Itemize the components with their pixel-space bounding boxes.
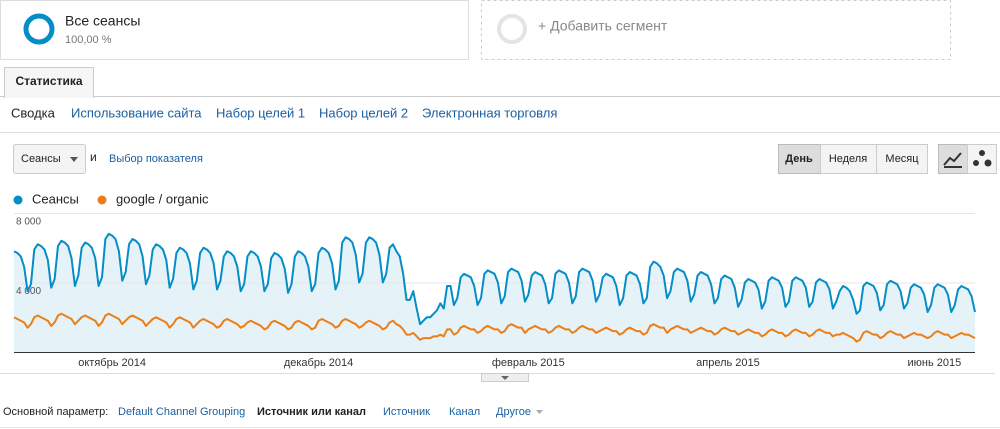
x-tick-label: июнь 2015 (908, 357, 962, 369)
segment-name: Все сеансы (65, 13, 140, 29)
dimension-label: Основной параметр: (3, 406, 108, 418)
add-segment-icon (497, 14, 527, 44)
dropdown-arrow (536, 410, 543, 414)
legend-marker (97, 195, 107, 205)
add-segment-card[interactable] (481, 0, 951, 60)
segment-value: 100,00 % (65, 34, 112, 46)
period-button-active[interactable] (778, 144, 821, 174)
subtab[interactable]: Использование сайта (71, 105, 202, 120)
choose-metric[interactable]: Выбор показателя (109, 153, 203, 165)
handle-arrow (501, 376, 509, 380)
legend-label: google / organic (116, 191, 209, 206)
chart: Сеансы google / organic 4 000 8 000 октябрь … (13, 191, 976, 369)
period-label: Месяц (885, 153, 919, 165)
tab-join (5, 95, 93, 98)
x-tick-label: октябрь 2014 (78, 357, 146, 369)
dimension-option[interactable]: Источник (383, 406, 430, 418)
subtab[interactable]: Набор целей 1 (216, 105, 305, 120)
tab-label[interactable]: Статистика (15, 74, 82, 88)
line-chart-button[interactable] (938, 144, 968, 174)
x-tick-label: декабрь 2014 (284, 357, 353, 369)
subtab[interactable]: Набор целей 2 (319, 105, 408, 120)
period-label: Неделя (829, 153, 867, 165)
x-tick-label: апрель 2015 (696, 357, 760, 369)
y-tick-label: 4 000 (16, 286, 41, 297)
series-line (13, 312, 976, 343)
x-tick-label: февраль 2015 (492, 357, 565, 369)
y-tick-label: 8 000 (16, 217, 41, 228)
tab[interactable] (4, 67, 94, 98)
dimension-option[interactable]: Канал (449, 406, 480, 418)
motion-icon (979, 150, 985, 156)
dropdown-arrow (70, 157, 78, 162)
motion-icon (973, 160, 979, 166)
subtab[interactable]: Сводка (11, 105, 56, 120)
segment-card[interactable] (0, 0, 469, 60)
legend-label: Сеансы (32, 191, 79, 206)
add-segment[interactable]: + Добавить сегмент (538, 18, 668, 34)
dimension-option-active[interactable]: Источник или канал (257, 406, 366, 418)
metric-dropdown[interactable] (13, 144, 86, 174)
metric-select: Сеансы (21, 153, 61, 165)
dimension-option[interactable]: Другое (496, 406, 531, 418)
motion-chart-button[interactable] (967, 144, 997, 174)
line-chart-icon (943, 152, 962, 168)
series-line (13, 232, 976, 326)
period-label: День (785, 153, 813, 165)
motion-icon (984, 159, 992, 167)
period-button[interactable] (876, 144, 928, 174)
conjunction: и (90, 150, 97, 164)
legend-marker (13, 195, 23, 205)
segment-icon (23, 13, 55, 45)
dimension-option[interactable]: Default Channel Grouping (118, 406, 245, 418)
subtab[interactable]: Электронная торговля (422, 105, 557, 120)
period-button[interactable] (820, 144, 877, 174)
